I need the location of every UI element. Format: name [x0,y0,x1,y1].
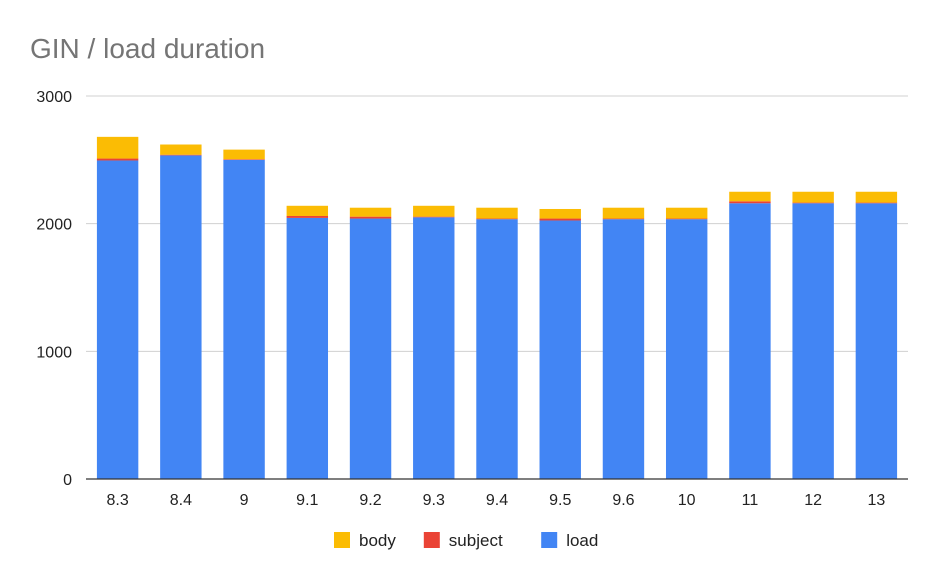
bar-subject [792,202,834,204]
bar-body [855,191,898,203]
bar-body [223,149,265,160]
x-tick-label: 9 [240,492,249,509]
bar-subject [665,218,708,220]
bar-subject [476,218,518,220]
bar-body [349,207,392,217]
y-tick-label: 2000 [36,217,72,234]
bar-load [413,217,455,480]
bar-subject [602,218,645,220]
x-tick-label: 8.4 [170,492,192,509]
x-tick-label: 11 [742,492,759,509]
legend-swatch-load [541,532,558,548]
x-tick-label: 9.4 [486,492,508,509]
bar-body [602,207,645,219]
bar-subject [729,201,771,204]
y-tick-label: 3000 [36,89,72,106]
bar-load [729,203,771,480]
x-tick-label: 8.3 [106,492,128,509]
bar-subject [160,154,202,156]
y-tick-label: 0 [63,472,72,489]
legend-label-load: load [566,531,598,550]
bar-subject [855,202,898,204]
bar-subject [413,216,455,218]
x-tick-label: 9.1 [296,492,318,509]
legend: body subject load [334,531,598,550]
bar-body [729,191,771,202]
legend-label-subject: subject [449,531,503,550]
bar-load [349,218,392,479]
bar-body [665,207,708,219]
bar-body [476,207,518,219]
bar-load [855,203,898,480]
bar-load [96,160,139,479]
bar-subject [223,159,265,160]
x-tick-label: 9.3 [423,492,445,509]
x-tick-label: 9.6 [612,492,634,509]
x-tick-label: 13 [867,492,885,509]
x-tick-label: 10 [678,492,696,509]
legend-label-body: body [359,531,396,550]
bar-load [476,219,518,479]
y-axis-ticks: 0 1000 2000 3000 [36,89,72,489]
legend-swatch-body [334,532,350,548]
bar-body [160,144,202,155]
chart-title: GIN / load duration [30,33,265,64]
bar-body [286,205,329,217]
bar-load [223,159,265,480]
x-axis-ticks: 8.3 8.4 9 9.1 9.2 9.3 9.4 9.5 9.6 10 11 12 13 [106,492,885,509]
bar-subject [286,216,329,218]
bar-load [665,219,708,479]
bar-body [413,205,455,217]
bars [96,136,898,480]
x-tick-label: 12 [804,492,822,509]
bar-subject [349,216,392,219]
bar-load [286,217,329,479]
x-tick-label: 9.2 [359,492,381,509]
bar-load [160,155,202,480]
bar-load [602,219,645,479]
bar-load [792,203,834,480]
bar-subject [539,218,581,221]
legend-swatch-subject [423,532,440,548]
y-tick-label: 1000 [36,344,72,361]
bar-body [96,136,139,159]
bar-body [539,208,581,219]
bar-body [792,191,834,203]
x-tick-label: 9.5 [549,492,571,509]
bar-load [539,220,581,479]
bar-subject [96,158,139,161]
